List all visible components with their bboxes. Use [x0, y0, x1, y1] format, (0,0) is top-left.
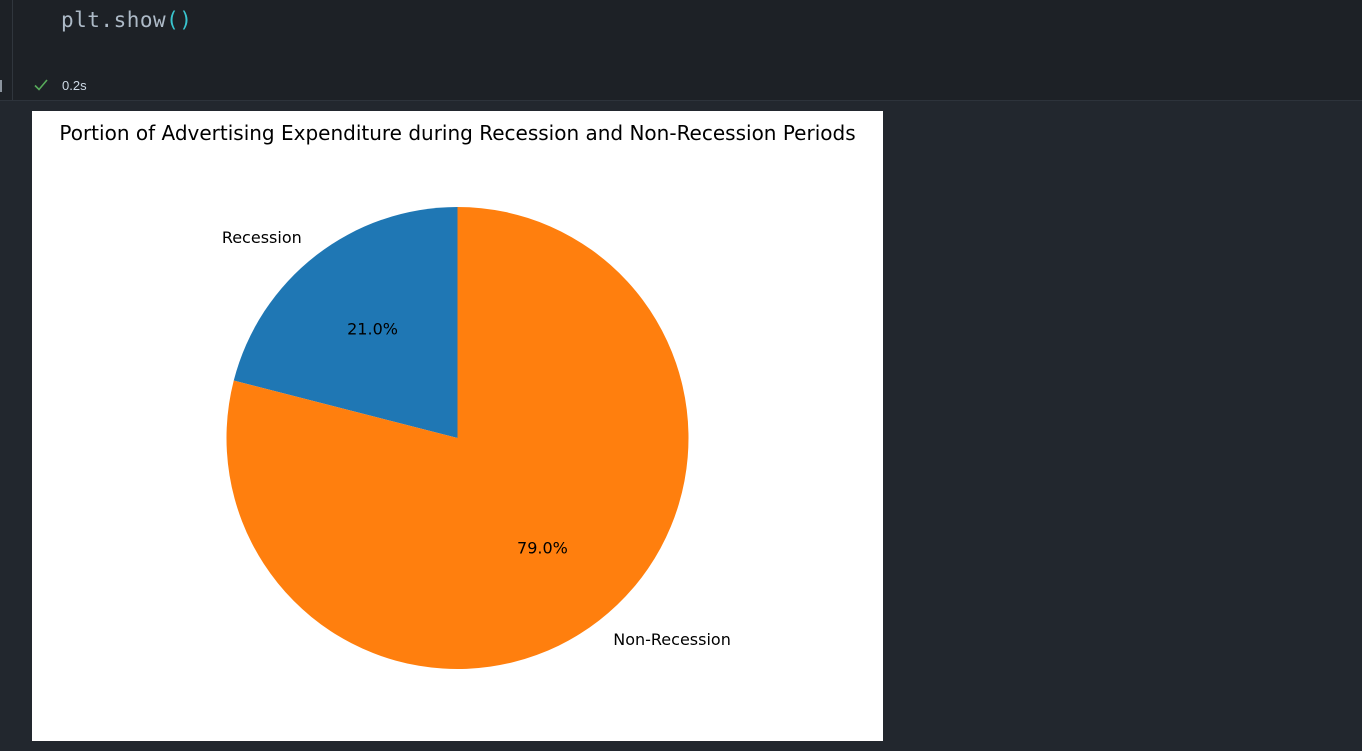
cell-status: 0.2s — [32, 74, 87, 96]
execution-time: 0.2s — [62, 77, 87, 93]
pie-slice-recession — [233, 207, 458, 438]
cell-gutter — [12, 0, 13, 100]
pie-pct-label: 21.0% — [347, 319, 398, 338]
pie-slices — [226, 207, 689, 670]
pie-labels: 21.0% Recession 79.0% Non-Recession — [222, 228, 731, 649]
pie-chart: Portion of Advertising Expenditure durin… — [59, 121, 856, 670]
code-cell[interactable]: plt.show() 0.2s — [0, 0, 1362, 101]
code-line[interactable]: plt.show() — [61, 8, 192, 32]
pie-pct-label: 79.0% — [517, 539, 568, 558]
pie-category-label: Non-Recession — [613, 630, 731, 649]
cell-marker — [0, 80, 2, 92]
chart-title: Portion of Advertising Expenditure durin… — [59, 121, 855, 145]
cell-output: Portion of Advertising Expenditure durin… — [0, 101, 1362, 751]
pie-slice-non-recession — [226, 207, 689, 670]
code-function: plt.show — [61, 8, 167, 32]
chart-figure: Portion of Advertising Expenditure durin… — [32, 111, 883, 741]
check-icon — [34, 79, 48, 91]
pie-category-label: Recession — [222, 228, 302, 247]
code-parens: () — [166, 8, 193, 32]
